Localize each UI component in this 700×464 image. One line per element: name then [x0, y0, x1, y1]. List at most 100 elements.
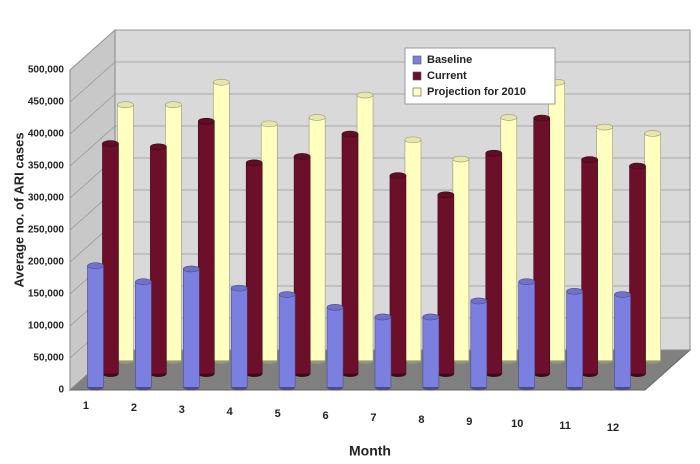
bar	[182, 268, 200, 388]
bar	[117, 104, 134, 361]
bar	[596, 126, 613, 361]
bar-top	[437, 191, 455, 199]
bar-top	[87, 262, 104, 270]
y-tick-label: 50,000	[33, 353, 64, 364]
bar	[326, 307, 344, 388]
bar-top	[341, 130, 359, 138]
bar	[341, 133, 359, 375]
bar	[278, 294, 296, 388]
bar-top	[326, 304, 344, 311]
bar-top	[596, 123, 613, 131]
bar	[629, 165, 646, 375]
y-tick-label: 350,000	[28, 161, 65, 172]
bar	[404, 139, 422, 361]
x-tick-label: 9	[466, 416, 472, 428]
bar-top	[581, 156, 598, 163]
y-axis-title: Average no. of ARI cases	[11, 132, 26, 287]
bar	[518, 281, 536, 388]
bar-top	[212, 78, 230, 86]
bar	[230, 287, 248, 388]
legend-label: Baseline	[427, 54, 472, 66]
grid-line	[69, 29, 690, 71]
bar	[197, 120, 215, 375]
bar-top	[629, 162, 646, 170]
bar	[470, 300, 488, 388]
bar-top	[422, 313, 440, 321]
bar-top	[566, 288, 583, 295]
bar-top	[182, 265, 200, 273]
x-axis-title: Month	[349, 443, 391, 459]
bar	[135, 281, 152, 388]
x-tick-label: 10	[511, 418, 523, 430]
y-tick-label: 400,000	[28, 129, 65, 140]
bar	[165, 104, 182, 361]
bar	[245, 162, 263, 375]
bar-top	[165, 101, 182, 108]
bar-top	[470, 297, 488, 305]
bar-top	[150, 143, 167, 151]
bar	[452, 158, 470, 361]
x-tick-label: 6	[322, 410, 328, 422]
x-tick-label: 11	[559, 420, 571, 432]
bar-top	[614, 291, 631, 298]
legend: Baseline Current Projection for 2010	[404, 47, 556, 105]
bar-top	[308, 114, 326, 121]
bar	[548, 81, 566, 361]
bar-top	[452, 155, 470, 163]
bar	[212, 81, 230, 361]
y-tick-label: 500,000	[28, 65, 65, 76]
bar	[102, 143, 119, 375]
legend-box	[404, 47, 556, 105]
legend-label: Projection for 2010	[427, 86, 526, 98]
bar	[422, 316, 440, 388]
x-tick-label: 5	[275, 408, 281, 420]
grid-line	[69, 125, 690, 167]
x-tick-label: 12	[607, 422, 619, 434]
bar-top	[518, 278, 536, 286]
bar	[500, 117, 518, 361]
bar-top	[278, 291, 296, 298]
bar-top	[197, 117, 215, 125]
bar-top	[230, 284, 248, 292]
bar-top	[404, 136, 422, 144]
bar	[581, 159, 598, 375]
y-tick-label: 200,000	[28, 257, 65, 268]
bar-top	[356, 91, 374, 99]
x-tick-label: 8	[418, 414, 424, 426]
bar-top	[293, 153, 311, 160]
x-tick-label: 4	[227, 406, 234, 418]
bar-top	[102, 140, 119, 147]
y-tick-label: 0	[58, 385, 64, 396]
legend-swatch	[412, 71, 422, 81]
bar-top	[117, 101, 134, 108]
y-tick-label: 450,000	[28, 97, 65, 108]
x-tick-label: 7	[370, 412, 376, 424]
bar	[485, 152, 503, 375]
bar-top	[644, 130, 661, 137]
x-tick-label: 3	[179, 404, 185, 416]
legend-swatch	[412, 87, 422, 97]
legend-swatch	[412, 55, 422, 65]
y-tick-label: 150,000	[28, 289, 65, 300]
bar	[293, 156, 311, 375]
bar-top	[374, 313, 392, 321]
y-tick-label: 100,000	[28, 321, 65, 332]
bar-top	[245, 159, 263, 167]
bar	[87, 265, 104, 388]
y-tick-label: 250,000	[28, 225, 65, 236]
x-tick-label: 1	[83, 400, 89, 412]
bar-top	[135, 278, 152, 286]
bar	[644, 133, 661, 361]
bar	[389, 175, 407, 375]
bar	[374, 316, 392, 388]
bar-top	[389, 172, 407, 179]
legend-label: Current	[427, 70, 467, 82]
bar	[437, 194, 455, 375]
bar	[566, 291, 583, 388]
bar-top	[533, 114, 551, 122]
bar	[308, 117, 326, 361]
bar-top	[500, 114, 518, 121]
bar-top	[260, 120, 278, 128]
x-tick-label: 2	[131, 402, 137, 414]
